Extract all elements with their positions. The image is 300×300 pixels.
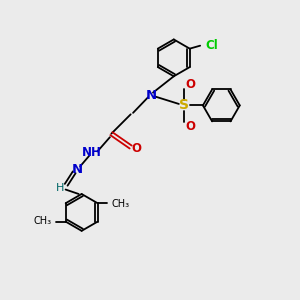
- Text: O: O: [186, 120, 196, 133]
- Text: H: H: [56, 183, 64, 193]
- Text: O: O: [131, 142, 141, 155]
- Text: CH₃: CH₃: [34, 216, 52, 226]
- Text: O: O: [186, 78, 196, 91]
- Text: N: N: [146, 88, 157, 101]
- Text: Cl: Cl: [206, 39, 218, 52]
- Text: S: S: [179, 98, 189, 112]
- Text: N: N: [72, 163, 83, 176]
- Text: CH₃: CH₃: [112, 199, 130, 209]
- Text: NH: NH: [82, 146, 102, 160]
